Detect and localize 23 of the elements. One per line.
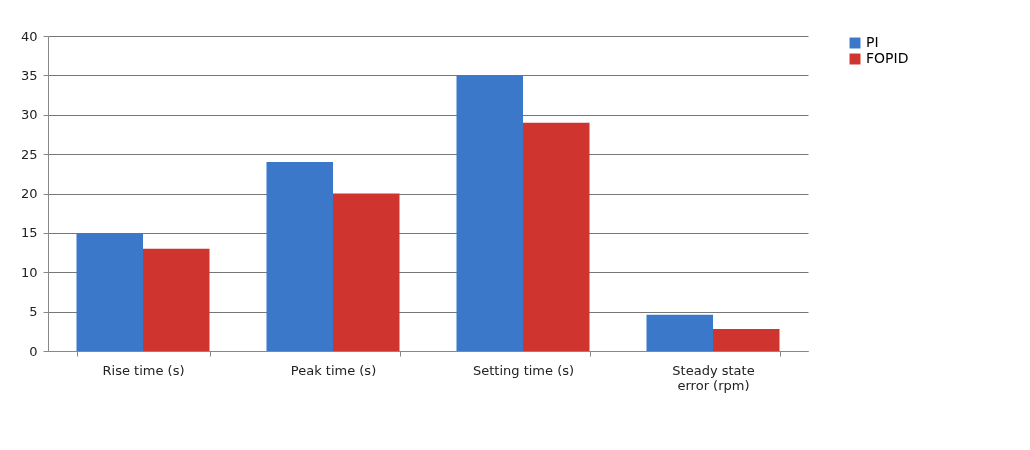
bar	[523, 122, 590, 351]
y-tick-label: 25	[20, 146, 38, 162]
bar	[456, 75, 523, 351]
legend-label: FOPID	[866, 50, 909, 66]
bar	[333, 193, 400, 351]
bar	[76, 232, 143, 351]
x-tick-label: Steady state error (rpm)	[672, 362, 755, 393]
x-tick-label: Peak time (s)	[290, 362, 377, 378]
y-tick-label: 40	[20, 28, 38, 44]
bar	[713, 328, 780, 351]
legend-label: PI	[866, 34, 879, 50]
bar	[266, 162, 333, 351]
x-tick-label: Setting time (s)	[472, 362, 575, 378]
y-tick-label: 5	[29, 304, 38, 320]
x-tick-label: Rise time (s)	[102, 362, 185, 378]
y-tick-label: 30	[20, 107, 38, 123]
y-tick-label: 15	[20, 225, 38, 241]
y-tick-label: 20	[20, 186, 38, 201]
bar	[646, 314, 713, 351]
y-tick-label: 10	[20, 264, 38, 280]
y-tick-label: 0	[29, 343, 38, 359]
bar	[143, 248, 210, 351]
y-tick-label: 35	[20, 67, 38, 83]
